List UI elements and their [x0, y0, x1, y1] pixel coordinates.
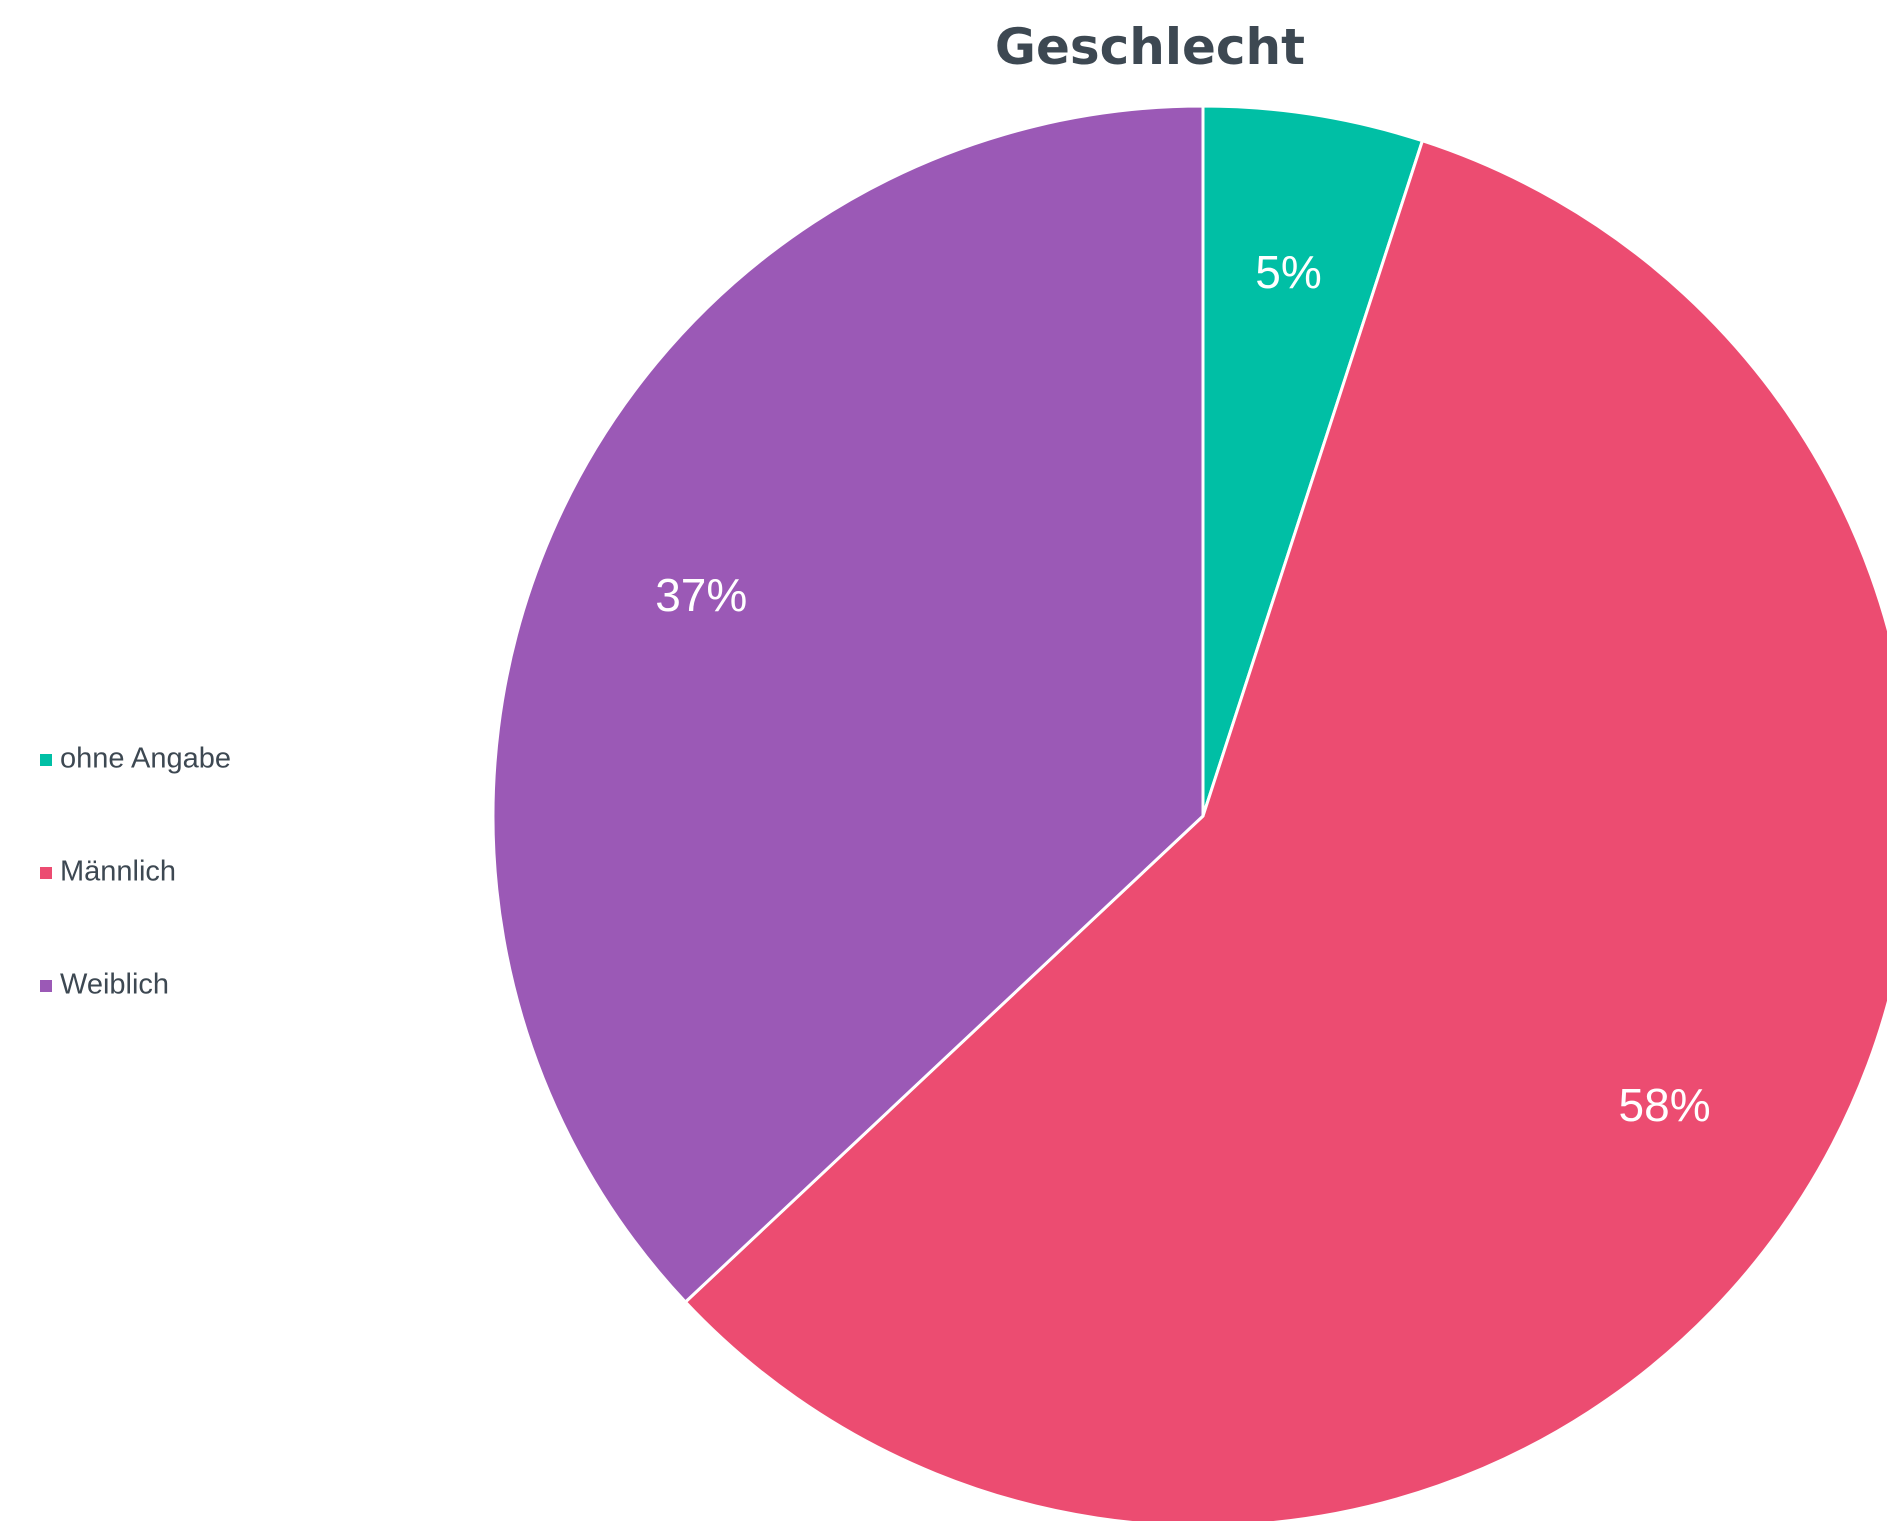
pie-slice-labels: 5% 58% 37%: [655, 246, 1710, 1131]
legend-item: ohne Angabe: [40, 743, 231, 775]
slice-value-label: 37%: [655, 569, 747, 621]
slice-value-label: 58%: [1619, 1079, 1711, 1131]
legend-label: ohne Angabe: [60, 743, 231, 775]
legend-swatch: [40, 754, 52, 766]
chart-title: Geschlecht: [995, 18, 1305, 76]
pie-slice-ohne-angabe: [1201, 104, 1424, 818]
pie-slice-weiblich: [491, 104, 1205, 1304]
legend-swatch: [40, 867, 52, 879]
legend-label: Weiblich: [60, 969, 169, 1001]
legend-item: Männlich: [40, 856, 176, 888]
pie-slices: [491, 104, 1887, 1521]
slice-value-label: 5%: [1255, 246, 1321, 298]
legend-label: Männlich: [60, 856, 176, 888]
pie-slice-männlich: [683, 139, 1887, 1521]
legend-item: Weiblich: [40, 969, 169, 1001]
legend: ohne Angabe Männlich Weiblich: [40, 743, 231, 1001]
legend-swatch: [40, 980, 52, 992]
